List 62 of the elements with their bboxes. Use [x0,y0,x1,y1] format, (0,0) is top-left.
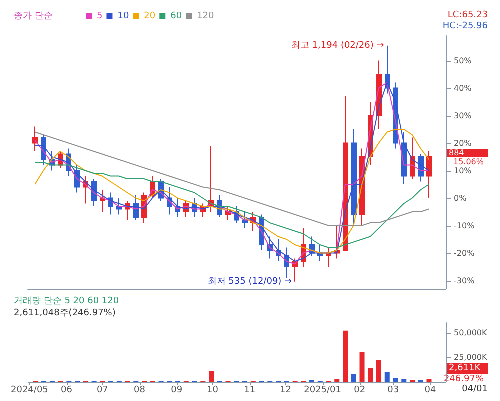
bar [368,368,374,382]
text: 2,611,048주(246.97%) [14,308,116,318]
bar [334,379,340,382]
y-tick-label: 50,000K [454,328,488,338]
x-tick-label: 2024/05 [11,386,48,396]
legend-label: 120 [197,12,215,22]
line-series [34,132,430,226]
x-tick-label: 08 [134,386,146,396]
y-tick-label: 40% [454,84,472,93]
candlestick [100,190,105,212]
bar [384,372,390,382]
annotation: 최고 1,194 (02/26) → [291,40,385,51]
y-tick-label: 10% [454,166,472,176]
text: HC:-25.96 [442,22,488,32]
annotation: 최저 535 (12/09) → [208,276,293,287]
y-tick-label: 25,000K [454,352,488,362]
legend-title: 거래량 단순 5 20 60 120 [14,296,120,306]
y-tick-label: 50% [454,56,472,66]
text: 04/01 [462,384,488,394]
candlestick [116,198,122,216]
annotation: 246.97% [444,374,484,384]
bar [351,374,356,382]
bar [376,360,382,382]
x-tick-label: 03 [388,386,400,396]
legend-label: 10 [118,12,130,22]
y-tick-label: 0% [454,194,468,203]
bar [343,330,348,382]
candlestick [426,151,432,199]
bar [209,371,214,382]
candlestick [410,137,415,180]
legend-label: 60 [170,12,182,22]
bar [402,379,407,382]
legend-label: 20 [144,12,156,22]
x-tick-label: 12 [280,386,292,396]
bar [393,378,398,382]
x-tick-label: 2025/01 [304,386,342,396]
line-series [34,162,430,248]
bar [360,352,365,382]
x-tick-label: 10 [207,386,219,396]
x-tick-label: 09 [171,386,183,396]
y-tick-label: -20% [454,248,476,258]
legend-label: 5 [97,12,103,22]
line-series [34,129,430,254]
text: LC:65.23 [448,10,488,20]
candlestick [242,212,248,229]
x-tick-label: 02 [354,386,366,396]
text: 15.06% [453,158,484,166]
bar [426,379,432,382]
text: 2,611K [449,364,482,374]
x-tick-label: 07 [96,386,108,396]
y-tick-label: -30% [454,276,476,286]
x-tick-label: 06 [61,386,73,396]
y-tick-label: 30% [454,111,472,120]
candlestick [32,126,38,152]
legend-title: 종가 단순 [14,12,53,22]
candlestick [351,129,357,226]
y-tick-label: -10% [454,221,476,230]
x-tick-label: 11 [244,386,256,396]
text: 884 [449,148,464,158]
y-tick-label: 20% [454,138,472,148]
candlestick [343,96,348,251]
x-tick-label: 04 [424,386,436,396]
